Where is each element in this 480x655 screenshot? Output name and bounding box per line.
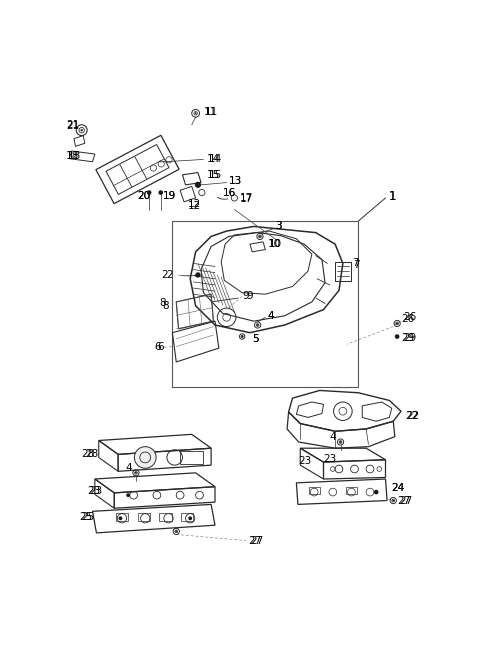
Circle shape [134,447,156,468]
Text: 10: 10 [268,239,281,249]
Text: 18: 18 [66,151,80,160]
Circle shape [119,516,122,520]
Text: 29: 29 [401,333,414,343]
Text: 26: 26 [403,312,417,322]
Circle shape [396,322,398,324]
Text: 11: 11 [205,107,218,117]
Text: 3: 3 [276,221,282,231]
Circle shape [188,516,192,520]
Text: 4: 4 [330,432,336,442]
Text: 8: 8 [162,301,169,310]
Circle shape [126,493,130,497]
Text: 24: 24 [392,483,405,493]
Text: 29: 29 [403,333,417,343]
Circle shape [241,335,243,337]
Text: 7: 7 [352,259,359,269]
Text: 13: 13 [229,176,242,186]
Circle shape [257,324,259,326]
Text: 28: 28 [85,449,98,459]
Text: 24: 24 [392,483,405,493]
Text: 2: 2 [166,270,173,280]
Text: 6: 6 [155,341,161,352]
Text: 20: 20 [137,191,151,200]
Text: 18: 18 [68,151,81,160]
Text: 27: 27 [397,496,410,506]
Text: 4: 4 [125,463,132,473]
Text: 22: 22 [405,411,418,421]
Text: 19: 19 [163,191,176,200]
Bar [159,513,172,521]
Bar [137,513,150,521]
Text: 2: 2 [161,270,168,280]
Circle shape [259,236,261,237]
Text: 27: 27 [248,536,262,546]
Text: 16: 16 [223,187,236,198]
Text: 9: 9 [246,291,252,301]
Text: 12: 12 [188,199,201,209]
Text: 10: 10 [269,239,282,249]
Text: 3: 3 [276,221,282,231]
Circle shape [395,334,399,339]
Text: 16: 16 [223,187,236,198]
Bar [116,513,128,521]
Text: 25: 25 [82,512,95,523]
Circle shape [374,490,379,495]
Text: 21: 21 [66,120,80,130]
Circle shape [340,441,341,443]
Text: 27: 27 [399,496,413,506]
Text: 14: 14 [209,155,222,164]
Bar [181,513,193,521]
Text: 13: 13 [229,176,242,186]
Text: 17: 17 [240,195,253,204]
Text: 23: 23 [324,454,337,464]
Text: 21: 21 [66,121,80,132]
Text: 23: 23 [89,485,103,496]
Bar [335,262,350,281]
Text: 7: 7 [353,260,360,270]
Circle shape [158,190,163,195]
Text: 11: 11 [204,107,216,117]
Circle shape [147,190,152,195]
Bar [180,451,204,464]
Text: 1: 1 [389,190,396,203]
Circle shape [135,472,137,474]
Circle shape [175,531,177,533]
Text: 27: 27 [250,536,263,546]
Text: 5: 5 [252,334,259,344]
Text: 23: 23 [87,485,100,496]
Text: 20: 20 [137,191,151,200]
Circle shape [81,129,83,132]
Text: 22: 22 [407,411,420,421]
Text: 9: 9 [242,291,249,301]
Text: 5: 5 [252,334,259,344]
Text: 23: 23 [299,455,312,466]
Text: 26: 26 [401,314,414,324]
Circle shape [195,272,201,278]
Text: 17: 17 [240,193,253,203]
Text: 28: 28 [82,449,95,459]
Text: 14: 14 [207,155,220,164]
Circle shape [195,112,196,114]
Text: 1: 1 [389,190,396,203]
Text: 15: 15 [207,170,220,180]
Text: 15: 15 [209,170,222,180]
Text: 19: 19 [163,191,176,200]
Circle shape [392,500,394,502]
Circle shape [195,182,201,188]
Text: 4: 4 [268,310,275,321]
Text: 4: 4 [268,310,275,321]
Text: 12: 12 [188,200,201,211]
Bar [346,487,357,495]
Text: 8: 8 [159,299,166,309]
Text: 25: 25 [79,512,93,523]
Bar [309,487,320,495]
Text: 6: 6 [157,341,164,352]
